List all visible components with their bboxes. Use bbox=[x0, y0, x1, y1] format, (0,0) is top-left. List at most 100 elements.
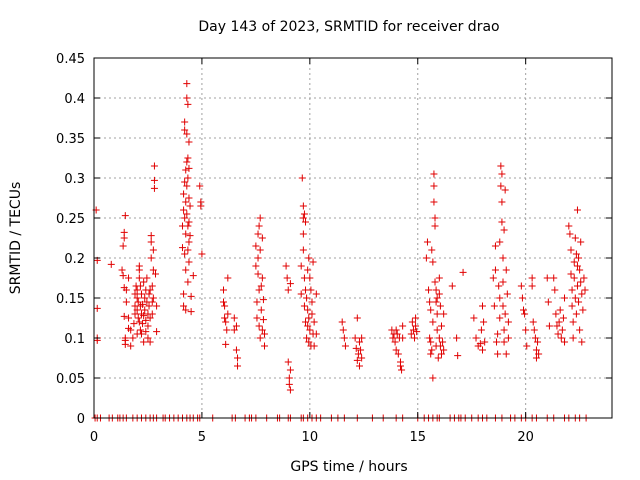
data-point bbox=[135, 274, 143, 282]
data-point bbox=[137, 330, 145, 338]
data-point bbox=[184, 222, 192, 230]
data-point bbox=[339, 326, 347, 334]
data-point bbox=[555, 318, 563, 326]
data-point bbox=[309, 258, 317, 266]
data-point bbox=[305, 338, 313, 346]
data-point bbox=[501, 310, 509, 318]
data-point bbox=[299, 230, 307, 238]
data-point bbox=[440, 310, 448, 318]
data-point bbox=[285, 380, 293, 388]
data-point bbox=[498, 170, 506, 178]
data-point bbox=[310, 342, 318, 350]
data-point bbox=[121, 212, 129, 220]
data-point bbox=[493, 338, 501, 346]
data-point bbox=[496, 314, 504, 322]
data-point bbox=[477, 326, 485, 334]
data-point bbox=[300, 302, 308, 310]
data-point bbox=[575, 254, 583, 262]
data-point bbox=[256, 334, 264, 342]
data-point bbox=[220, 298, 227, 306]
y-tick-labels: 0 0.05 0.1 0.15 0.2 0.25 0.3 0.35 0.4 0.45 bbox=[56, 52, 85, 427]
data-point bbox=[147, 232, 155, 240]
data-point bbox=[428, 246, 436, 254]
data-point bbox=[304, 266, 312, 274]
data-point bbox=[135, 262, 143, 270]
data-point bbox=[520, 306, 528, 314]
data-point bbox=[186, 232, 194, 240]
data-point bbox=[422, 254, 430, 262]
data-point bbox=[183, 130, 191, 138]
data-point bbox=[135, 318, 143, 326]
chart-title: Day 143 of 2023, SRMTID for receiver dra… bbox=[198, 19, 499, 35]
data-point bbox=[297, 290, 305, 298]
data-point bbox=[185, 194, 193, 202]
data-point bbox=[137, 290, 145, 298]
data-point bbox=[568, 286, 576, 294]
data-point bbox=[358, 334, 366, 342]
data-point bbox=[392, 346, 400, 354]
data-point bbox=[561, 338, 569, 346]
data-point bbox=[184, 246, 192, 254]
data-point bbox=[413, 328, 421, 336]
data-point bbox=[150, 162, 158, 170]
data-point bbox=[543, 274, 551, 282]
data-point bbox=[577, 238, 585, 246]
data-point bbox=[185, 238, 193, 246]
data-point bbox=[341, 342, 349, 350]
data-point bbox=[491, 242, 499, 250]
data-point bbox=[254, 230, 262, 238]
data-point bbox=[307, 286, 315, 294]
data-point bbox=[146, 338, 154, 346]
x-tick-label: 5 bbox=[198, 430, 206, 445]
data-point bbox=[459, 268, 467, 276]
data-point bbox=[409, 326, 417, 334]
data-point bbox=[412, 314, 420, 322]
data-point bbox=[185, 164, 193, 172]
data-point bbox=[312, 290, 320, 298]
data-point bbox=[122, 298, 130, 306]
data-point bbox=[127, 342, 135, 350]
data-point bbox=[399, 322, 407, 330]
data-point bbox=[181, 250, 189, 258]
data-point bbox=[425, 286, 433, 294]
data-point bbox=[181, 178, 189, 186]
data-point bbox=[253, 314, 261, 322]
data-point bbox=[500, 338, 508, 346]
data-point bbox=[224, 274, 232, 282]
data-point bbox=[142, 328, 150, 336]
data-point bbox=[427, 306, 435, 314]
data-point bbox=[283, 274, 291, 282]
data-point bbox=[261, 342, 269, 350]
data-point bbox=[196, 182, 204, 190]
data-point bbox=[149, 246, 157, 254]
data-point bbox=[545, 322, 553, 330]
data-point bbox=[570, 274, 578, 282]
x-tick-labels: 0 5 10 15 20 bbox=[90, 430, 534, 445]
data-point bbox=[181, 118, 189, 126]
data-point bbox=[351, 334, 359, 342]
data-point bbox=[253, 298, 261, 306]
data-point bbox=[153, 302, 161, 310]
data-point bbox=[305, 314, 313, 322]
data-point bbox=[573, 206, 581, 214]
data-point bbox=[232, 346, 240, 354]
data-point bbox=[145, 290, 153, 298]
data-point bbox=[261, 330, 269, 338]
data-point bbox=[472, 334, 480, 342]
y-axis-label: SRMTID / TECUs bbox=[8, 182, 24, 295]
data-point bbox=[576, 326, 584, 334]
x-tick-label: 10 bbox=[302, 430, 319, 445]
data-point bbox=[427, 338, 435, 346]
data-point bbox=[532, 346, 540, 354]
data-point bbox=[286, 366, 294, 374]
data-point bbox=[312, 330, 320, 338]
data-point bbox=[426, 334, 434, 342]
data-point bbox=[436, 342, 444, 350]
data-point bbox=[498, 218, 506, 226]
data-point bbox=[578, 338, 586, 346]
data-point bbox=[561, 294, 569, 302]
data-point bbox=[221, 302, 229, 310]
data-point bbox=[299, 202, 307, 210]
data-point bbox=[553, 322, 561, 330]
data-point bbox=[437, 350, 445, 358]
